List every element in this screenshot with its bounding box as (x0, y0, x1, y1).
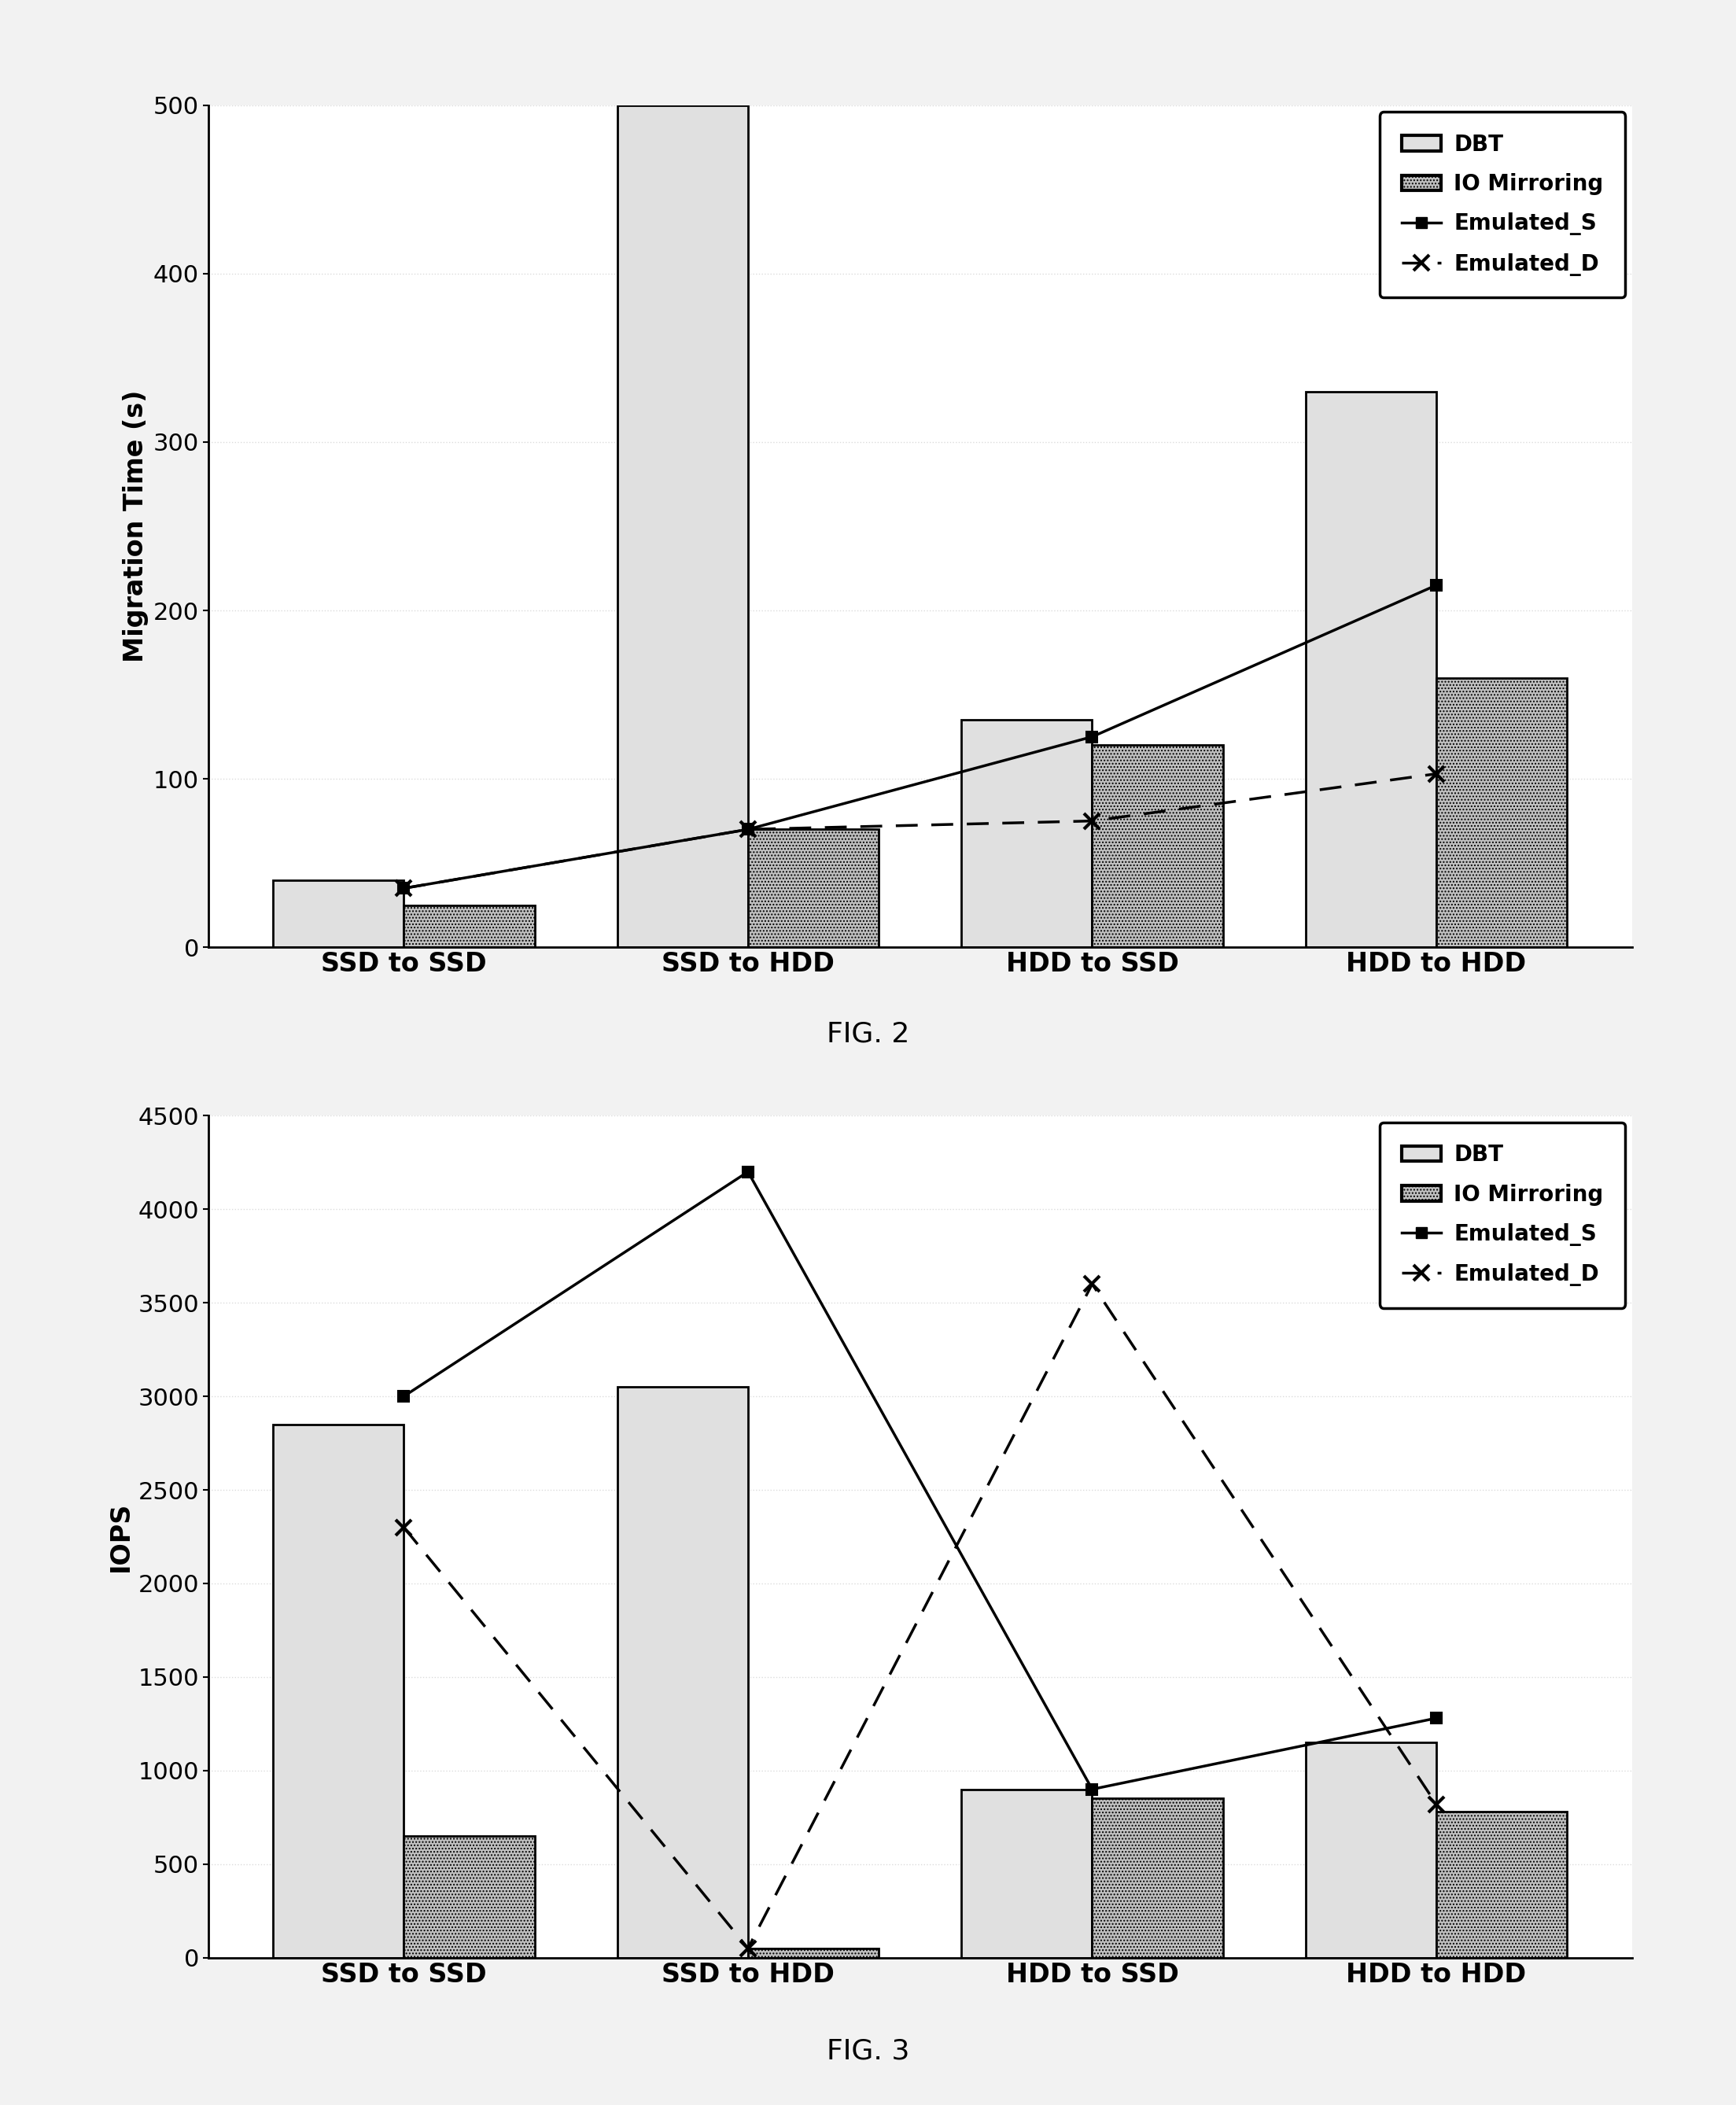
Legend: DBT, IO Mirroring, Emulated_S, Emulated_D: DBT, IO Mirroring, Emulated_S, Emulated_… (1380, 1122, 1625, 1307)
Bar (618, 105, 748, 947)
Bar (273, 1425, 404, 1958)
Bar (1305, 1743, 1436, 1958)
Bar (748, 1949, 878, 1958)
Bar (748, 829, 878, 947)
Bar (1305, 392, 1436, 947)
Bar (962, 1789, 1092, 1958)
Bar (1436, 1812, 1568, 1958)
Text: FIG. 2: FIG. 2 (826, 1021, 910, 1048)
Bar (1092, 745, 1222, 947)
Bar (404, 905, 535, 947)
Legend: DBT, IO Mirroring, Emulated_S, Emulated_D: DBT, IO Mirroring, Emulated_S, Emulated_… (1380, 112, 1625, 297)
Bar (273, 880, 404, 947)
Text: FIG. 3: FIG. 3 (826, 2038, 910, 2065)
Bar (1436, 678, 1568, 947)
Bar (618, 1387, 748, 1958)
Bar (404, 1836, 535, 1958)
Bar (1092, 1798, 1222, 1958)
Bar (962, 720, 1092, 947)
Y-axis label: Migration Time (s): Migration Time (s) (123, 389, 149, 663)
Y-axis label: IOPS: IOPS (108, 1501, 134, 1572)
